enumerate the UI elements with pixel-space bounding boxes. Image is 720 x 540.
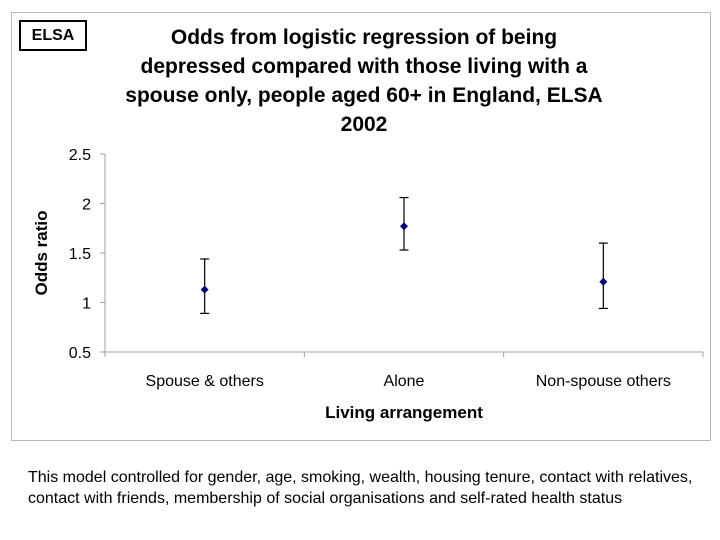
data-point: [599, 277, 608, 286]
y-tick-label: 0.5: [69, 345, 91, 362]
data-marks: [200, 196, 608, 314]
y-tick-label: 2: [82, 197, 91, 214]
chart-title-line: 2002: [341, 113, 388, 136]
x-axis-label: Living arrangement: [325, 403, 483, 422]
x-tick-label: Alone: [384, 373, 425, 390]
x-tick-label: Non-spouse others: [536, 373, 671, 390]
chart-title-line: Odds from logistic regression of being: [171, 26, 557, 49]
chart-title-line: depressed compared with those living wit…: [141, 55, 588, 78]
chart-title-line: spouse only, people aged 60+ in England,…: [125, 84, 602, 107]
chart-frame: [11, 12, 711, 441]
data-point: [400, 222, 408, 231]
y-tick-label: 1.5: [69, 246, 91, 263]
y-tick-labels: 0.5 1 1.5 2 2.5: [69, 147, 105, 362]
data-point: [200, 285, 209, 294]
footnote: This model controlled for gender, age, s…: [28, 469, 693, 507]
y-tick-label: 2.5: [69, 147, 91, 164]
y-tick-label: 1: [82, 296, 91, 313]
x-tick-label: Spouse & others: [146, 373, 264, 390]
chart-title: Odds from logistic regression of being de…: [125, 26, 602, 136]
x-tick-labels: Spouse & others Alone Non-spouse others: [104, 352, 704, 390]
y-axis-label: Odds ratio: [32, 210, 51, 295]
chart-axes: [104, 154, 703, 353]
elsa-badge: ELSA: [19, 20, 87, 51]
